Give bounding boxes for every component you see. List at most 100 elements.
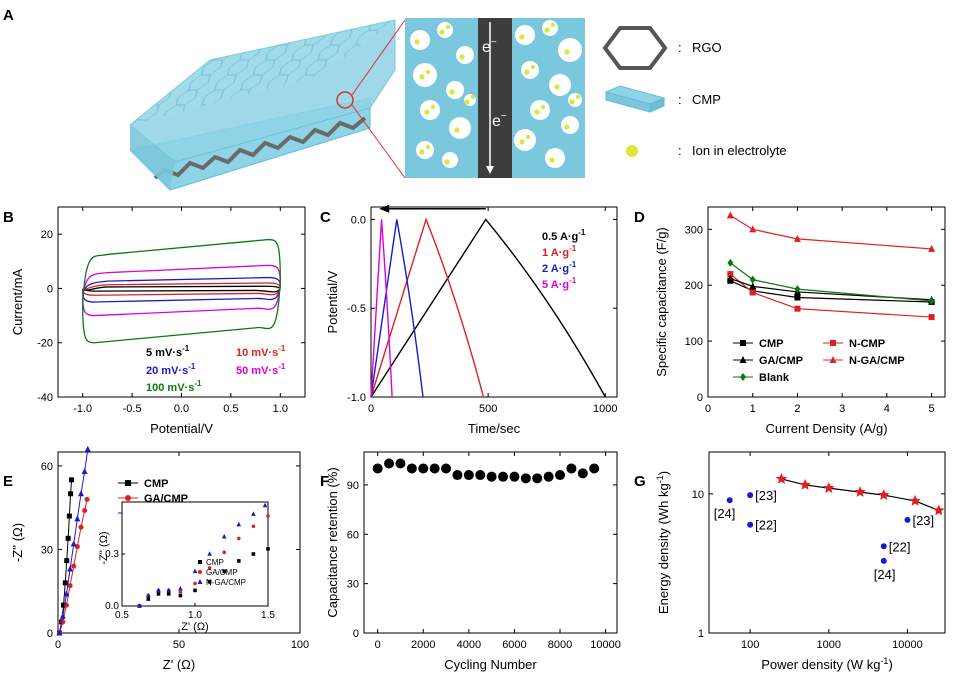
data-point — [69, 477, 75, 483]
data-point — [463, 470, 474, 481]
panel-e-label: E — [3, 473, 13, 490]
solvated-ion — [545, 148, 565, 168]
nyquist-inset: 0.5 1.0 1.5 0.0 0.3 Z' (Ω) -Z'' (Ω) CMPGA/CMPN-… — [98, 501, 275, 633]
data-point — [67, 583, 73, 589]
y-tick-label: 0 — [697, 392, 703, 404]
legend-entry-0: 0.5 A·g-1 — [542, 228, 586, 243]
ion-dot — [554, 84, 560, 90]
y-axis-title: Specific capacitance (F/g) — [654, 227, 669, 377]
data-point — [70, 540, 77, 547]
data-point — [406, 463, 417, 474]
solvated-ion — [549, 74, 571, 96]
data-point — [794, 294, 801, 301]
solvated-ion — [542, 20, 558, 36]
data-point — [726, 274, 734, 282]
y-axis-title: Current/mA — [10, 268, 25, 335]
legend-marker — [125, 480, 131, 486]
x-tick-label: 0 — [375, 639, 381, 651]
x-axis-title: Power density (W kg-1) — [761, 656, 893, 672]
electrode-detail: e− e− — [405, 18, 585, 178]
inset-legend-1: GA/CMP — [206, 568, 238, 577]
legend-marker — [125, 495, 131, 501]
solvated-ion — [442, 152, 458, 168]
data-point — [372, 463, 383, 474]
x-tick-label: 3 — [839, 403, 845, 415]
solvated-ion — [437, 22, 453, 38]
data-point — [543, 471, 554, 482]
inset-point — [156, 592, 161, 596]
legend-marker — [740, 340, 746, 346]
x-tick-label: 50 — [173, 639, 185, 651]
data-point — [82, 507, 88, 513]
data-point — [589, 463, 600, 474]
solvated-ion — [561, 116, 579, 134]
ion-dot — [524, 69, 530, 75]
panel-g-ragone-chart: G 100 1000 10000 1 10 Power density (W kg-1) En… — [634, 451, 946, 672]
ion-dot — [425, 69, 431, 75]
reference-point — [904, 516, 911, 523]
this-work-point — [823, 482, 835, 493]
panel-b-cv-chart: B -1.0 -0.5 0.0 0.5 1.0 -40 -20 0 20 Potential/V Cu… — [3, 206, 306, 436]
x-tick-label: -1.0 — [73, 403, 92, 415]
y-tick-label: 1 — [698, 628, 704, 640]
panel-f-cycling-chart: F 0 2000 4000 6000 8000 10000 0 30 60 90 Cycling Nu… — [320, 451, 621, 672]
plot-frame — [708, 451, 946, 634]
legend-entry-1: 10 mV·s-1 — [236, 344, 286, 359]
data-point — [61, 602, 67, 608]
schematic-legend: : RGO : CMP : Ion in electrolyte — [602, 26, 787, 158]
panel-c-gcd-chart: C 0 500 1000 -1.0 -0.5 0.0 Time/sec Potential/V 0… — [320, 204, 618, 436]
x-tick-label: 4 — [884, 403, 890, 415]
reference-label-2: [22] — [755, 518, 777, 533]
y-axis-title: Capacitance retention (%) — [325, 467, 340, 617]
cv-curve-0 — [82, 285, 281, 293]
data-point — [56, 629, 63, 636]
inset-legend-marker — [198, 560, 202, 564]
inset-point — [266, 514, 270, 518]
x-axis-title: Time/sec — [468, 421, 521, 436]
zoom-line-bottom — [351, 104, 406, 179]
ion-dot — [425, 144, 431, 150]
gcd-curve-1 — [370, 217, 485, 398]
panel-f-label: F — [320, 473, 329, 490]
data-point — [509, 471, 520, 482]
reference-label-5: [23] — [912, 513, 934, 528]
x-tick-label: 10000 — [892, 639, 923, 651]
legend-entry-2: 2 A·g-1 — [542, 260, 577, 275]
data-point — [727, 258, 734, 267]
zoom-line-top — [351, 19, 406, 96]
data-point — [727, 271, 734, 278]
inset-point — [207, 551, 212, 556]
x-axis-title: Z' (Ω) — [163, 657, 195, 672]
x-tick-label: -0.5 — [123, 403, 142, 415]
solvated-ion — [420, 100, 440, 120]
data-point — [749, 225, 757, 233]
reference-point — [747, 492, 754, 499]
inset-point — [207, 579, 212, 584]
reference-point — [880, 543, 887, 550]
reference-point — [726, 497, 733, 504]
plot-frame — [363, 451, 618, 634]
inset-legend-marker — [197, 579, 203, 584]
x-tick-label: 0 — [55, 639, 61, 651]
data-point — [566, 463, 577, 474]
data-point — [429, 463, 440, 474]
legend-entry-3: 5 A·g-1 — [542, 276, 577, 291]
ion-dot — [564, 49, 570, 55]
data-point — [63, 590, 70, 597]
legend-sep-rgo: : — [678, 40, 682, 55]
series-line-3 — [730, 214, 932, 250]
legend-sep-ion: : — [678, 143, 682, 158]
data-point — [64, 558, 70, 564]
ion-dot — [569, 99, 575, 105]
ion-dot — [445, 24, 451, 30]
y-tick-label: 30 — [41, 544, 53, 556]
x-tick-label: 4000 — [457, 639, 481, 651]
cv-curve-1 — [82, 282, 281, 296]
solvated-ion — [410, 30, 430, 50]
y-tick-label: 10 — [692, 489, 704, 501]
inset-point — [221, 533, 227, 539]
x-tick-label: 10000 — [590, 639, 621, 651]
inset-point — [251, 524, 256, 529]
